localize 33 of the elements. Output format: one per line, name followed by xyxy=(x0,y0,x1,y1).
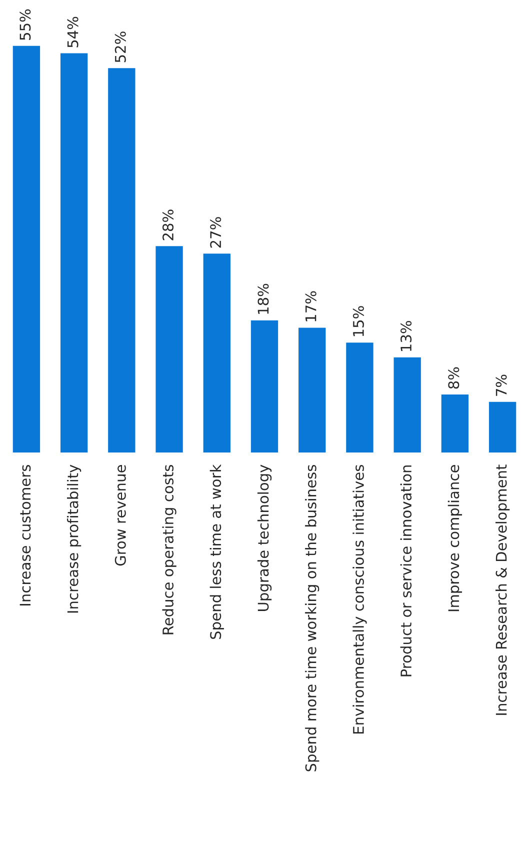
x-tick-label: Spend less time at work xyxy=(210,464,224,639)
bar xyxy=(154,244,184,454)
bar xyxy=(250,318,280,454)
data-label: 7% xyxy=(496,374,507,396)
x-tick-label: Increase customers xyxy=(20,464,31,606)
data-label: 55% xyxy=(20,9,31,40)
bar xyxy=(297,326,328,454)
data-label: 8% xyxy=(448,367,460,389)
bar xyxy=(11,44,42,454)
data-label: 15% xyxy=(352,306,364,336)
bar xyxy=(59,52,90,454)
bar xyxy=(440,393,470,454)
data-label: 17% xyxy=(305,291,316,322)
data-label: 52% xyxy=(114,32,126,62)
x-tick-label: Upgrade technology xyxy=(257,464,272,611)
x-tick-label: Reduce operating costs xyxy=(162,464,176,634)
x-tick-label: Improve compliance xyxy=(448,465,462,612)
x-tick-label: Product or service innovation xyxy=(400,465,412,676)
bar xyxy=(106,66,137,454)
bar xyxy=(202,252,232,454)
x-tick-label: Spend more time working on the business xyxy=(305,464,320,772)
data-label: 28% xyxy=(162,210,174,240)
x-tick-label: Increase profitability xyxy=(67,464,82,613)
data-label: 18% xyxy=(258,284,269,314)
bar xyxy=(488,400,518,454)
data-label: 54% xyxy=(67,16,78,48)
x-tick-label: Environmentally conscious initiatives xyxy=(352,464,367,734)
bar xyxy=(392,356,422,454)
x-tick-label: Increase Research & Development xyxy=(495,464,510,715)
data-label: 27% xyxy=(210,217,222,248)
x-tick-label: Grow revenue xyxy=(114,465,126,566)
bar xyxy=(344,341,375,454)
data-label: 13% xyxy=(400,320,412,351)
